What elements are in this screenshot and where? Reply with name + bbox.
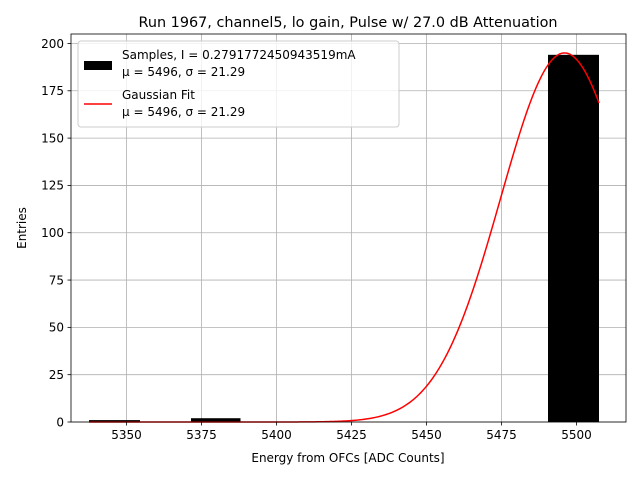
histogram-bar (191, 418, 241, 422)
grid (71, 34, 626, 423)
histogram-bar (89, 420, 140, 422)
legend-samples-stats: μ = 5496, σ = 21.29 (122, 65, 245, 79)
y-tick-label: 200 (41, 37, 64, 51)
y-axis-ticks: 0 25 50 75 100 125 150 175 200 (41, 37, 71, 429)
x-tick-label: 5450 (411, 428, 442, 442)
legend-fit-label: Gaussian Fit (122, 88, 195, 102)
x-tick-label: 5475 (486, 428, 517, 442)
y-tick-label: 75 (49, 273, 64, 287)
y-tick-label: 50 (49, 321, 64, 335)
plot-frame (70, 33, 627, 423)
histogram-bar (548, 54, 599, 422)
histogram-bars (89, 54, 599, 422)
x-tick-label: 5425 (336, 428, 367, 442)
x-tick-label: 5500 (561, 428, 592, 442)
y-tick-label: 25 (49, 368, 64, 382)
legend-samples-swatch (84, 61, 112, 70)
y-tick-label: 100 (41, 226, 64, 240)
chart-title: Run 1967, channel5, lo gain, Pulse w/ 27… (139, 15, 558, 31)
y-tick-label: 150 (41, 131, 64, 145)
x-axis-label: Energy from OFCs [ADC Counts] (251, 451, 444, 465)
y-tick-label: 175 (41, 84, 64, 98)
legend-samples-label: Samples, I = 0.2791772450943519mA (122, 48, 356, 62)
x-axis-ticks: 5350 5375 5400 5425 5450 5475 5500 (111, 422, 592, 442)
legend-box (77, 40, 400, 128)
x-tick-label: 5375 (186, 428, 217, 442)
y-tick-label: 0 (56, 415, 64, 429)
y-tick-label: 125 (41, 179, 64, 193)
x-tick-label: 5350 (111, 428, 142, 442)
legend-fit-stats: μ = 5496, σ = 21.29 (122, 105, 245, 119)
legend: Samples, I = 0.2791772450943519mA μ = 54… (77, 40, 400, 128)
x-tick-label: 5400 (261, 428, 292, 442)
y-axis-label: Entries (15, 207, 29, 249)
